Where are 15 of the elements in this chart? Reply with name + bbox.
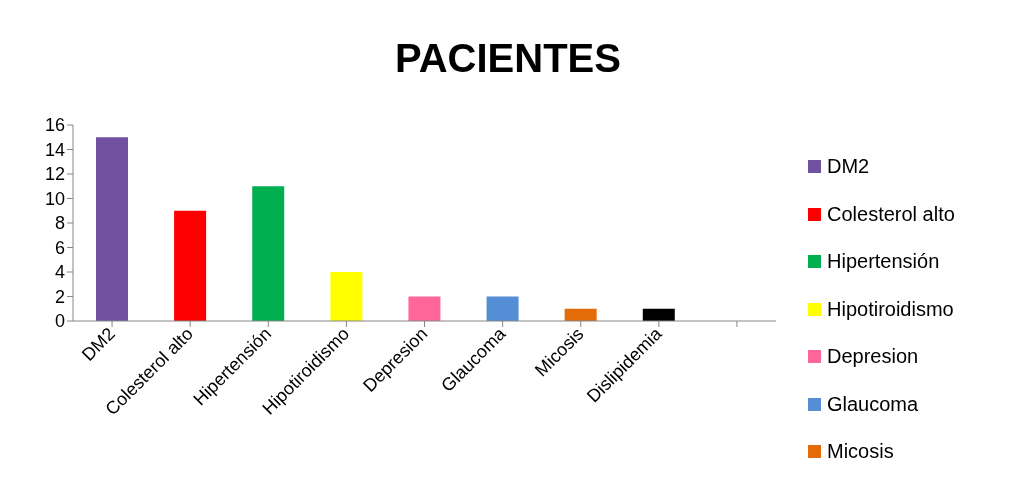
y-tick-label: 8 [54, 213, 65, 234]
legend-label: Hipertensión [827, 250, 940, 274]
y-tick-label: 12 [44, 164, 65, 185]
y-tick-label: 2 [54, 286, 65, 307]
legend-label: Colesterol alto [827, 202, 955, 226]
y-tick-label: 6 [54, 237, 65, 258]
y-tick-label: 16 [44, 115, 65, 136]
y-tick-label: 10 [44, 188, 65, 209]
legend-label: Hipotiroidismo [827, 297, 954, 321]
chart-title: PACIENTES [394, 36, 622, 81]
legend-label: DM2 [827, 155, 870, 179]
y-tick-label: 0 [54, 311, 65, 332]
y-tick-label: 14 [44, 139, 65, 160]
y-tick-label: 4 [54, 262, 65, 283]
legend-label: Micosis [827, 440, 894, 464]
